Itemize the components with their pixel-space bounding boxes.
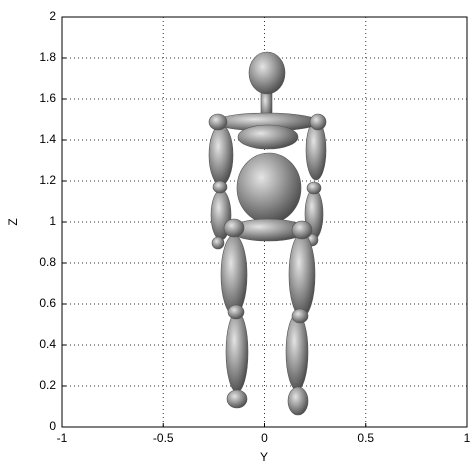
- knee: [292, 309, 308, 323]
- x-tick-label: -0.5: [153, 431, 174, 445]
- chest: [238, 125, 298, 149]
- knee: [228, 305, 244, 319]
- hip: [224, 219, 244, 237]
- head: [249, 52, 285, 94]
- shoulder-joint: [310, 114, 326, 130]
- foot: [288, 387, 308, 415]
- y-tick-label: 2: [49, 9, 56, 23]
- y-tick-label: 1: [49, 214, 56, 228]
- y-axis-label: Z: [6, 218, 20, 225]
- y-tick-label: 0.6: [39, 296, 56, 310]
- y-tick-label: 1.2: [39, 173, 56, 187]
- shin: [286, 314, 308, 390]
- x-tick-label: 0: [261, 431, 268, 445]
- y-tick-label: 0.4: [39, 337, 56, 351]
- elbow: [307, 182, 321, 194]
- chart: Y Z -1 -0.5 0 0.5 1 0 0.2 0.4 0.6 0.8 1 1.2 1.4 1.6 1.…: [0, 0, 474, 464]
- y-tick-label: 1.8: [39, 50, 56, 64]
- shin: [226, 312, 248, 392]
- upper-arm: [209, 125, 233, 185]
- y-tick-label: 0.2: [39, 378, 56, 392]
- torso: [237, 153, 301, 223]
- thigh: [221, 235, 247, 315]
- x-tick-label: -1: [57, 431, 68, 445]
- x-axis-label: Y: [260, 450, 268, 464]
- hand: [212, 237, 224, 249]
- x-tick-label: 0.5: [357, 431, 374, 445]
- hip: [292, 221, 312, 239]
- foot: [227, 390, 247, 408]
- y-tick-label: 0.8: [39, 255, 56, 269]
- y-tick-label: 1.4: [39, 132, 56, 146]
- elbow: [213, 181, 227, 193]
- shoulder-joint: [209, 114, 227, 130]
- y-tick-label: 1.6: [39, 91, 56, 105]
- y-tick-label: 0: [49, 419, 56, 433]
- x-tick-label: 1: [464, 431, 471, 445]
- thigh: [289, 233, 315, 317]
